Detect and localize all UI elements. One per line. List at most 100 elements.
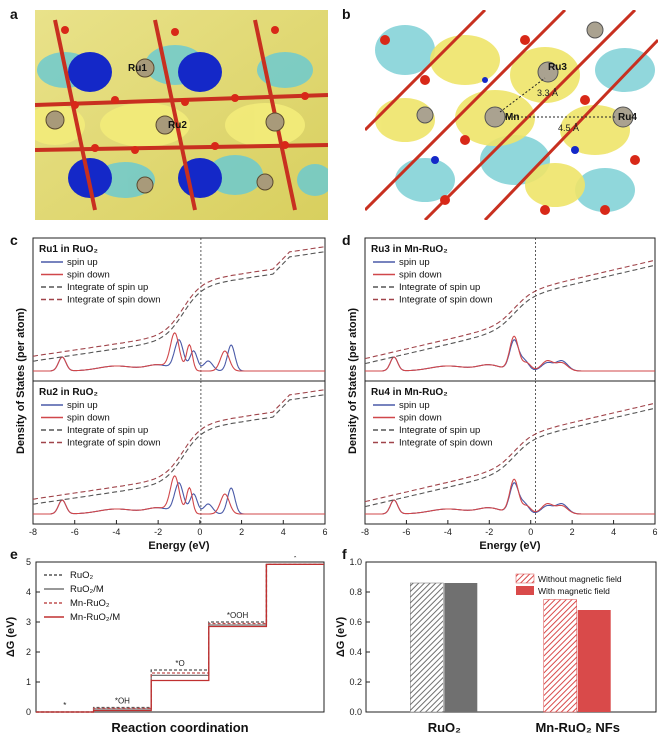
y-tick-label: 0.2 (349, 677, 362, 687)
y-axis-label: ΔG (eV) (5, 617, 17, 658)
legend-label: spin down (399, 413, 442, 424)
y-tick-label: 0 (26, 707, 31, 717)
step-label: *OH (115, 697, 130, 706)
y-tick-label: 1.0 (349, 557, 362, 567)
y-tick-label: 5 (26, 557, 31, 567)
delta-g-bar-chart: 0.0 0.2 0.4 0.6 0.8 1.0 ΔG (eV) RuO₂ Mn-RuO₂ NFs… (335, 557, 657, 735)
x-tick-label: 6 (652, 527, 657, 537)
distance-label-ru3: 3.3 Å (537, 88, 558, 98)
x-tick-label: -2 (485, 527, 493, 537)
category-label: RuO₂ (428, 720, 461, 735)
y-axis-label: Density of States (per atom) (15, 308, 27, 454)
x-tick-label: 4 (611, 527, 616, 537)
y-axis-label: ΔG (eV) (335, 617, 347, 658)
bar (577, 610, 611, 712)
legend-label: Integrate of spin up (399, 282, 480, 293)
dos-subplot-title: Ru4 in Mn-RuO₂ (371, 387, 448, 398)
spin-up-curve (365, 339, 655, 372)
plot-frame (365, 561, 657, 713)
legend-label: RuO₂/M (70, 584, 104, 595)
legend-label: Integrate of spin up (399, 425, 480, 436)
legend-label: spin down (399, 270, 442, 281)
y-tick-label: 0.4 (349, 647, 362, 657)
free-energy-chart: 0 1 2 3 4 5 ΔG (eV) Reaction coordination * *OH *O… (5, 556, 325, 735)
x-tick-label: 0 (197, 527, 202, 537)
legend-label: Integrate of spin down (399, 295, 492, 306)
y-tick-label: 4 (26, 587, 31, 597)
legend-label: Integrate of spin up (67, 282, 148, 293)
y-tick-label: 3 (26, 617, 31, 627)
x-tick-label: -4 (112, 527, 120, 537)
x-tick-label: -2 (154, 527, 162, 537)
legend-label: Integrate of spin down (67, 295, 160, 306)
y-tick-label: 0.6 (349, 617, 362, 627)
atom-label-ru4: Ru4 (618, 112, 637, 123)
integrate-spin-down-curve (364, 402, 656, 503)
dos-frame (364, 380, 656, 525)
category-label: Mn-RuO₂ NFs (535, 720, 620, 735)
spin-down-curve (33, 475, 325, 515)
panel-label-b: b (342, 6, 351, 22)
legend-label: Integrate of spin up (67, 425, 148, 436)
step-label: *OOH (227, 611, 249, 620)
spin-down-curve (365, 335, 655, 372)
atom-label-ru2: Ru2 (168, 120, 187, 131)
bar (410, 582, 444, 713)
panel-label-f: f (342, 546, 347, 562)
y-tick-label: 0.0 (349, 707, 362, 717)
bar (444, 583, 478, 712)
spin-up-curve (365, 482, 655, 515)
legend-label: Mn-RuO₂/M (70, 612, 120, 623)
integrate-spin-down-curve (364, 259, 656, 360)
legend-label: RuO₂ (70, 570, 94, 581)
y-axis-label: Density of States (per atom) (347, 308, 359, 454)
integrate-spin-up-curve (364, 264, 656, 365)
y-tick-label: 1 (26, 677, 31, 687)
step-label: * (63, 701, 66, 710)
integrate-spin-up-curve (32, 394, 326, 505)
series-line (36, 563, 324, 713)
atom-label-mn: Mn (505, 112, 519, 123)
panel-label-a: a (10, 6, 18, 22)
integrate-spin-up-curve (32, 251, 326, 362)
y-tick-label: 0.8 (349, 587, 362, 597)
x-axis-label: Reaction coordination (111, 720, 248, 735)
legend-swatch (516, 586, 534, 595)
legend-label: spin up (67, 400, 98, 411)
legend-swatch (515, 573, 535, 584)
x-tick-label: -8 (29, 527, 37, 537)
series-line (36, 563, 324, 713)
x-axis-label: Energy (eV) (148, 540, 209, 552)
legend-label: spin up (399, 257, 430, 268)
x-tick-label: 4 (281, 527, 286, 537)
legend-label: spin down (67, 270, 110, 281)
dos-frame (32, 380, 326, 525)
step-label: *O (175, 659, 184, 668)
y-tick-label: 2 (26, 647, 31, 657)
legend-label: Mn-RuO₂ (70, 598, 110, 609)
x-axis-label: Energy (eV) (479, 540, 540, 552)
legend-label: spin up (399, 400, 430, 411)
legend-label: Integrate of spin down (67, 438, 160, 449)
dos-subplot-title: Ru3 in Mn-RuO₂ (371, 244, 448, 255)
x-tick-label: -4 (444, 527, 452, 537)
legend-label: spin down (67, 413, 110, 424)
spin-down-curve (365, 478, 655, 515)
plot-frame (35, 561, 325, 713)
atom-label-ru3: Ru3 (548, 62, 567, 73)
distance-label-ru4: 4.5 Å (558, 123, 579, 133)
dos-subplot-title: Ru1 in RuO₂ (39, 244, 98, 255)
x-tick-label: 2 (570, 527, 575, 537)
structure-image-b: Ru3 Mn Ru4 3.3 Å 4.5 Å (365, 10, 658, 220)
series-line (36, 563, 324, 713)
atom-label-ru1: Ru1 (128, 63, 147, 74)
spin-down-curve (33, 332, 325, 372)
dos-subplot-title: Ru2 in RuO₂ (39, 387, 98, 398)
legend-label: Integrate of spin down (399, 438, 492, 449)
panel-label-e: e (10, 546, 18, 562)
structure-image-a: Ru1 Ru2 (35, 10, 328, 220)
step-label: * (294, 556, 297, 562)
x-tick-label: -6 (402, 527, 410, 537)
x-tick-label: 2 (239, 527, 244, 537)
